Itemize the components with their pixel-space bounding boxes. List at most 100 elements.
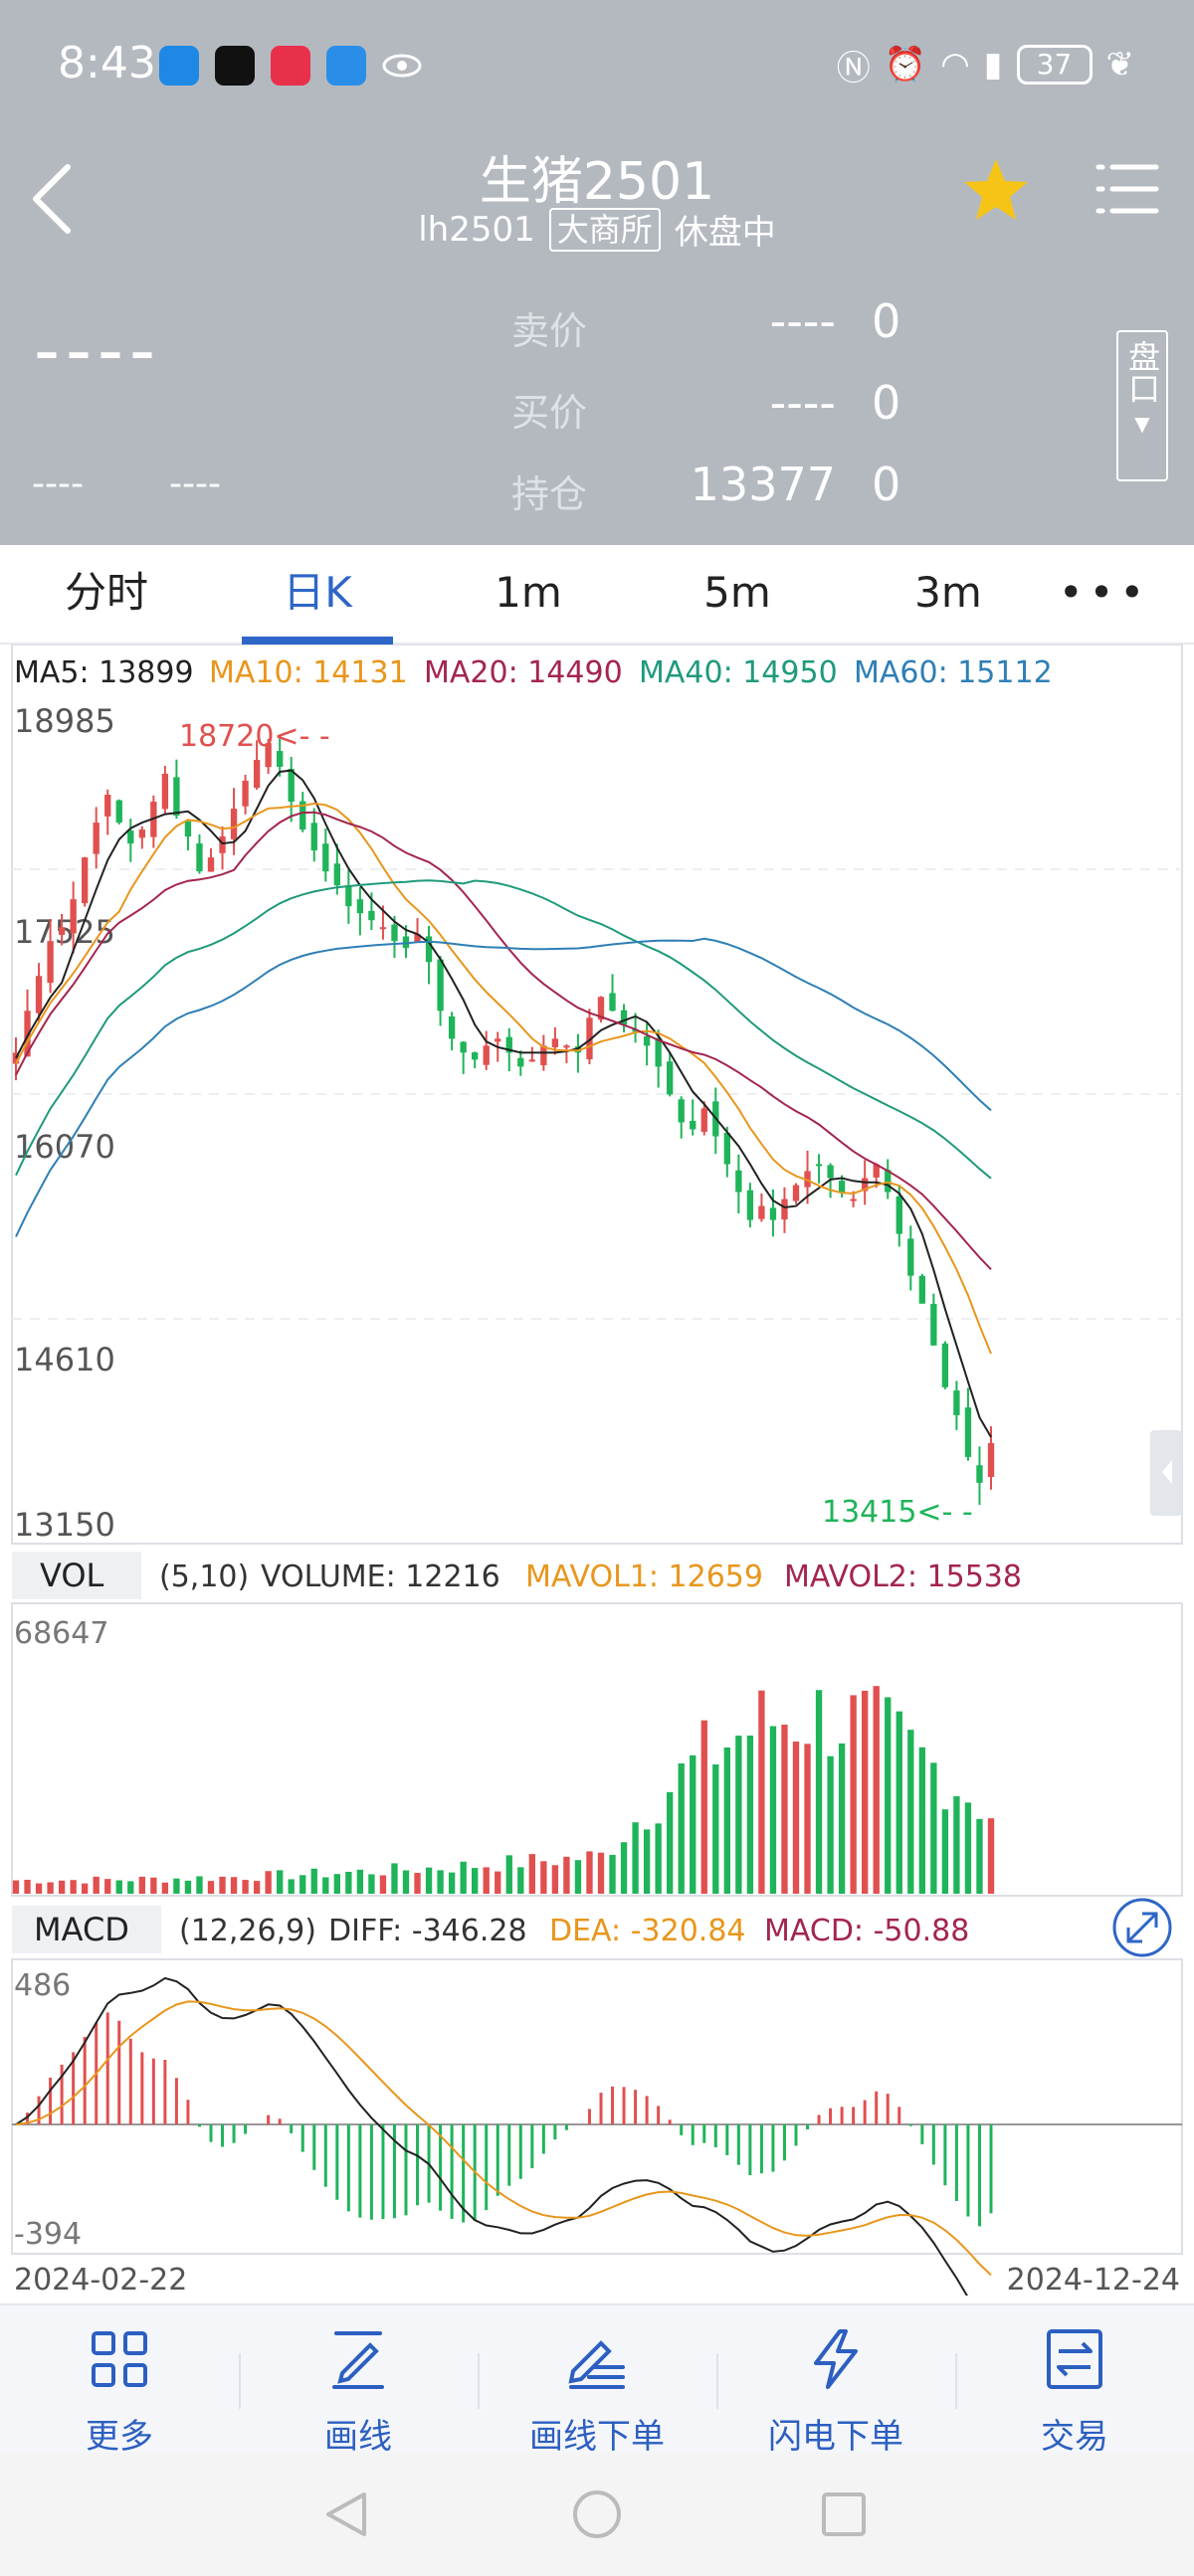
bottom-toolbar: 更多 画线 画线下单 闪电下单 交易	[0, 2303, 1194, 2457]
bid-volume: 0	[872, 376, 901, 430]
nav-back-icon[interactable]	[326, 2492, 366, 2536]
candle-body	[299, 801, 306, 830]
volume-bar	[356, 1869, 364, 1894]
tab-3m[interactable]: 3m	[914, 568, 982, 617]
candle-body	[288, 769, 295, 803]
volume-bar	[885, 1697, 892, 1894]
volume-bar	[196, 1876, 203, 1894]
candle-body	[643, 1035, 651, 1046]
y-tick: 18985	[14, 702, 115, 740]
period-tabs: 分时 日K 1m 5m 3m •••	[0, 545, 1194, 644]
volume-bar	[310, 1868, 317, 1894]
list-menu-icon	[1095, 164, 1159, 214]
volume-bar	[746, 1735, 754, 1894]
candle-body	[632, 1028, 639, 1032]
draw-line-button[interactable]: 画线	[239, 2305, 478, 2457]
menu-button[interactable]	[1094, 159, 1160, 219]
vol-params: (5,10)	[159, 1560, 249, 1594]
fullscreen-button[interactable]	[1112, 1898, 1172, 1957]
volume-bar	[918, 1747, 925, 1894]
candle-body	[781, 1198, 788, 1220]
candle-body	[964, 1407, 972, 1457]
open-interest-label: 持仓	[511, 472, 588, 516]
volume-bar	[528, 1854, 535, 1894]
ask-label: 卖价	[511, 309, 588, 353]
battery-indicator: 37	[1016, 45, 1093, 85]
mavol2-value: MAVOL2: 15538	[784, 1560, 1022, 1594]
message-icon	[326, 46, 366, 86]
volume-bar	[723, 1747, 730, 1894]
status-time: 8:43	[58, 38, 156, 89]
candle-body	[885, 1170, 892, 1193]
volume-bar	[47, 1882, 54, 1894]
volume-bar	[104, 1879, 111, 1894]
volume-bar	[505, 1855, 512, 1894]
volume-bar	[690, 1754, 696, 1894]
candle-body	[425, 936, 433, 963]
tab-intraday[interactable]: 分时	[64, 568, 148, 617]
market-state: 休盘中	[674, 213, 776, 253]
volume-bar	[804, 1744, 811, 1894]
tab-5m[interactable]: 5m	[703, 568, 771, 617]
volume-bar	[425, 1867, 433, 1894]
draw-line-order-button[interactable]: 画线下单	[478, 2305, 716, 2457]
caret-down-icon: ▼	[1134, 412, 1150, 436]
flash-order-button[interactable]: 闪电下单	[716, 2305, 955, 2457]
ma60-legend: MA60: 15112	[854, 655, 1053, 690]
macd-tag-box[interactable]	[12, 1906, 161, 1953]
candle-body	[35, 976, 43, 1013]
volume-bar	[70, 1880, 77, 1894]
tab-1m[interactable]: 1m	[495, 568, 562, 617]
candle-body	[815, 1164, 823, 1167]
volume-bar	[127, 1881, 134, 1894]
macd-tag: MACD	[34, 1911, 129, 1948]
vol-tag-box[interactable]	[12, 1552, 141, 1599]
volume-bar	[632, 1822, 639, 1894]
volume-bar	[173, 1878, 180, 1894]
candle-body	[322, 843, 329, 872]
lightning-icon	[814, 2329, 858, 2389]
order-book-toggle[interactable]: 盘口 ▼	[1116, 330, 1168, 481]
trade-button[interactable]: 交易	[955, 2305, 1194, 2457]
volume-bar	[586, 1851, 593, 1894]
candle-body	[379, 927, 387, 930]
y-tick: 14610	[14, 1341, 115, 1379]
alarm-icon: ⏰	[884, 45, 927, 85]
tab-daily-k[interactable]: 日K	[283, 568, 352, 617]
tiktok-icon	[215, 46, 255, 86]
vol-tag: VOL	[40, 1557, 104, 1594]
diff-line	[15, 1976, 968, 2296]
nav-recents-icon[interactable]	[822, 2492, 866, 2536]
candle-body	[609, 993, 616, 1012]
more-button[interactable]: 更多	[0, 2305, 239, 2457]
candle-body	[219, 836, 226, 853]
contract-info: lh2501 大商所 休盘中	[0, 205, 1194, 254]
back-button[interactable]	[24, 149, 88, 239]
candle-body	[896, 1196, 902, 1234]
candle-body	[792, 1185, 800, 1201]
volume-bar	[930, 1762, 937, 1894]
volume-bar	[976, 1818, 983, 1894]
candle-body	[941, 1343, 949, 1387]
favorite-button[interactable]	[961, 155, 1031, 225]
candle-body	[528, 1059, 535, 1062]
tab-active-indicator	[242, 637, 393, 644]
nfc-icon: Ⓝ	[836, 48, 871, 89]
more-periods-button[interactable]: •••	[1058, 568, 1151, 617]
signal-icon: ▮	[983, 45, 1003, 85]
volume-bar	[609, 1854, 616, 1894]
candle-body	[827, 1165, 834, 1179]
pen-line-icon	[332, 2331, 384, 2389]
volume-bar	[184, 1880, 192, 1894]
ma40-legend: MA40: 14950	[639, 655, 838, 690]
macd-lines-group	[15, 1976, 992, 2296]
candle-body	[368, 910, 375, 921]
kline-chart[interactable]: MA5: 13899 MA10: 14131 MA20: 14490 MA40:…	[0, 644, 1194, 2296]
volume-bar	[437, 1870, 444, 1894]
macd-params: (12,26,9)	[179, 1914, 316, 1948]
candle-body	[930, 1303, 937, 1346]
candle-body	[448, 1015, 456, 1039]
candle-body	[47, 941, 54, 984]
candle-body	[495, 1038, 501, 1042]
nav-home-icon[interactable]	[573, 2490, 621, 2538]
